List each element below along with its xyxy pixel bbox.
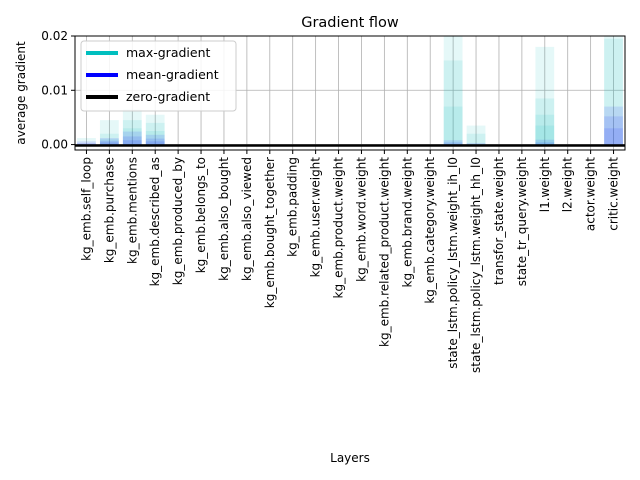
x-tick-label: kg_emb.also_bought [217, 157, 231, 281]
x-tick-label: transfor_state.weight [492, 157, 506, 285]
x-tick-label: state_lstm.policy_lstm.weight_hh_l0 [469, 157, 483, 373]
max-gradient-bar-kg-emb-purchase [99, 139, 119, 145]
legend: max-gradient mean-gradient zero-gradient [80, 40, 237, 112]
legend-label-zero-gradient: zero-gradient [126, 89, 210, 104]
x-tick-label: kg_emb.purchase [102, 157, 116, 263]
mean-gradient-bars [77, 106, 623, 145]
mean-gradient-bar-kg-emb-described-as [145, 141, 165, 145]
mean-gradient-bar-kg-emb-described-as [145, 138, 165, 145]
y-axis: 0.00 0.01 0.02 [41, 29, 75, 152]
x-tick-label: l2.weight [561, 157, 575, 213]
max-gradient-bar-state-lstm-policy-lstm-weight-hh-l0 [466, 133, 486, 145]
x-axis: kg_emb.self_loop kg_emb.purchase kg_emb.me… [79, 150, 621, 373]
legend-label-max-gradient: max-gradient [126, 45, 210, 60]
max-gradient-bar-critic-weight [604, 36, 623, 145]
mean-gradient-bar-critic-weight [604, 106, 623, 145]
max-gradient-bar-state-lstm-policy-lstm-weight-ih-l0 [443, 106, 463, 145]
x-tick-label: kg_emb.bought_together [263, 157, 277, 308]
legend-label-mean-gradient: mean-gradient [126, 67, 219, 82]
legend-box [80, 40, 237, 112]
max-gradient-bar-critic-weight [604, 38, 623, 145]
mean-gradient-bar-state-lstm-policy-lstm-weight-ih-l0 [443, 140, 463, 145]
x-tick-label: actor.weight [584, 157, 598, 231]
max-gradient-bar-l1-weight [535, 114, 555, 145]
x-tick-label: critic.weight [607, 157, 621, 231]
x-tick-label: kg_emb.self_loop [79, 157, 93, 261]
mean-gradient-bar-kg-emb-purchase [99, 138, 119, 145]
mean-gradient-bar-kg-emb-self-loop [77, 141, 96, 145]
max-gradient-bar-kg-emb-purchase [99, 120, 119, 145]
x-tick-label: kg_emb.padding [286, 157, 300, 257]
x-tick-label: state_lstm.policy_lstm.weight_ih_l0 [446, 157, 460, 369]
x-tick-label: kg_emb.word.weight [354, 157, 368, 282]
x-tick-label: kg_emb.also_viewed [240, 157, 254, 281]
mean-gradient-bar-l1-weight [535, 142, 555, 145]
mean-gradient-bar-kg-emb-purchase [99, 142, 119, 145]
x-tick-label: kg_emb.related_product.weight [377, 157, 391, 347]
max-gradient-bar-kg-emb-described-as [145, 114, 165, 145]
y-tick-label: 0.01 [41, 83, 68, 97]
x-tick-label: kg_emb.category.weight [423, 157, 437, 304]
max-gradient-bar-state-lstm-policy-lstm-weight-ih-l0 [443, 36, 463, 145]
x-axis-title: Layers [330, 451, 370, 465]
max-gradient-bar-state-lstm-policy-lstm-weight-ih-l0 [443, 60, 463, 145]
mean-gradient-bar-state-lstm-policy-lstm-weight-hh-l0 [466, 142, 486, 145]
max-gradient-bar-l1-weight [535, 98, 555, 145]
mean-gradient-bar-critic-weight [604, 116, 623, 145]
chart-title: Gradient flow [301, 15, 399, 31]
x-tick-label: kg_emb.product.weight [332, 157, 346, 299]
x-tick-label: kg_emb.produced_by [171, 157, 185, 285]
y-tick-label: 0.02 [41, 29, 68, 43]
max-gradient-bar-kg-emb-mentions [122, 120, 142, 145]
mean-gradient-bar-kg-emb-purchase [99, 140, 119, 145]
max-gradient-bar-kg-emb-described-as [145, 122, 165, 145]
max-gradient-bar-kg-emb-mentions [122, 128, 142, 145]
x-tick-label: kg_emb.described_as [148, 157, 162, 286]
mean-gradient-bar-kg-emb-mentions [122, 131, 142, 145]
max-gradient-bar-l1-weight [535, 125, 555, 145]
x-tick-label: kg_emb.user.weight [309, 157, 323, 278]
x-tick-label: kg_emb.mentions [125, 157, 139, 264]
mean-gradient-bar-kg-emb-mentions [122, 136, 142, 145]
max-gradient-bars [77, 36, 623, 145]
y-axis-title: average gradient [14, 41, 28, 145]
mean-gradient-bar-kg-emb-mentions [122, 140, 142, 145]
mean-gradient-bar-kg-emb-described-as [145, 134, 165, 145]
mean-gradient-bar-l1-weight [535, 139, 555, 145]
max-gradient-bar-l1-weight [535, 46, 555, 145]
x-tick-label: kg_emb.belongs_to [194, 157, 208, 273]
mean-gradient-bar-kg-emb-self-loop [77, 142, 96, 145]
y-tick-label: 0.00 [41, 138, 68, 152]
max-gradient-bar-kg-emb-mentions [122, 109, 142, 145]
max-gradient-bar-kg-emb-self-loop [77, 138, 96, 145]
plot-frame [74, 35, 626, 151]
mean-gradient-bar-critic-weight [604, 128, 623, 145]
x-tick-label: kg_emb.brand.weight [400, 157, 414, 288]
max-gradient-bar-state-lstm-policy-lstm-weight-hh-l0 [466, 125, 486, 145]
max-gradient-bar-kg-emb-described-as [145, 131, 165, 145]
max-gradient-bar-kg-emb-purchase [99, 133, 119, 145]
x-tick-label: state_tr_query.weight [515, 157, 529, 287]
mean-gradient-bar-state-lstm-policy-lstm-weight-ih-l0 [443, 142, 463, 145]
x-tick-label: l1.weight [538, 157, 552, 213]
